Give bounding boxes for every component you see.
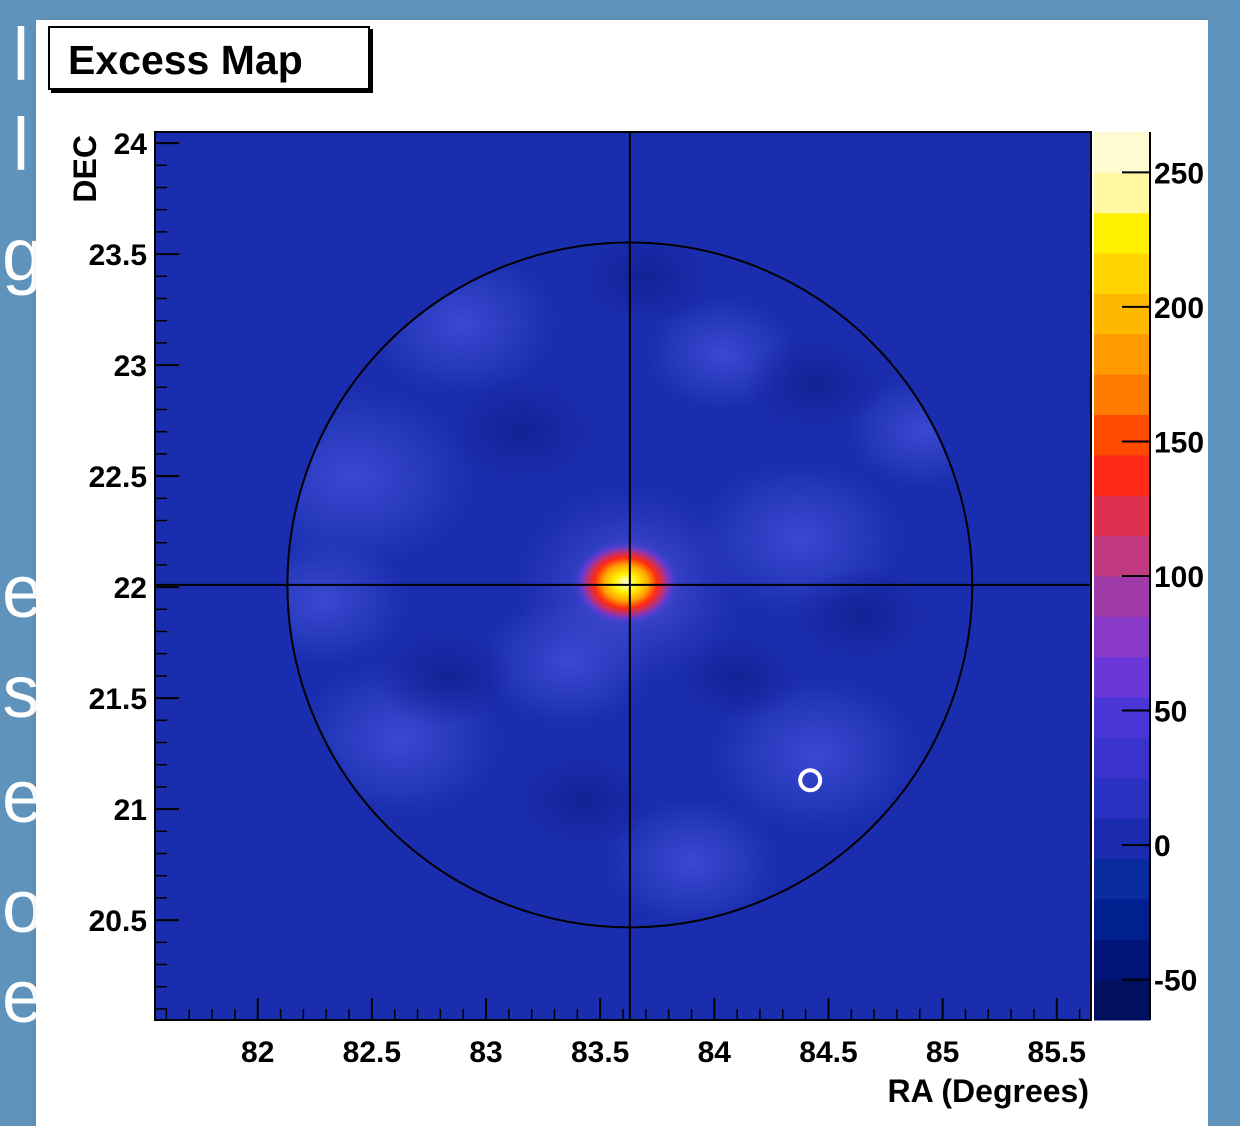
background-letter: s bbox=[2, 650, 40, 733]
y-tick-label: 23.5 bbox=[89, 239, 147, 272]
x-tick-label: 82 bbox=[241, 1036, 274, 1069]
colorbar-segment bbox=[1094, 414, 1150, 456]
y-tick-label: 21 bbox=[114, 794, 147, 827]
colorbar-segment bbox=[1094, 979, 1150, 1021]
y-tick-label: 20.5 bbox=[89, 905, 147, 938]
colorbar-segment bbox=[1094, 939, 1150, 981]
colorbar-segment bbox=[1094, 374, 1150, 416]
colorbar-tick-label: 150 bbox=[1154, 426, 1204, 459]
colorbar-tick-label: -50 bbox=[1154, 965, 1197, 998]
colorbar-segment bbox=[1094, 535, 1150, 577]
heatmap-patch bbox=[515, 752, 653, 849]
slide-background-edge bbox=[1208, 0, 1240, 1126]
x-axis-title: RA (Degrees) bbox=[887, 1073, 1089, 1109]
y-axis-title: DEC bbox=[67, 135, 103, 203]
x-tick-label: 82.5 bbox=[343, 1036, 401, 1069]
colorbar-tick-label: 100 bbox=[1154, 561, 1204, 594]
colorbar-segment bbox=[1094, 898, 1150, 940]
colorbar-tick-label: 250 bbox=[1154, 157, 1204, 190]
colorbar-segment bbox=[1094, 858, 1150, 900]
source-peak bbox=[573, 540, 679, 626]
colorbar-segment bbox=[1094, 253, 1150, 294]
colorbar-tick-label: 50 bbox=[1154, 696, 1187, 729]
colorbar-tick-label: 0 bbox=[1154, 830, 1171, 863]
background-letter: l bbox=[12, 103, 30, 186]
x-tick-label: 84 bbox=[698, 1036, 732, 1069]
colorbar-segment bbox=[1094, 333, 1150, 375]
colorbar-segment bbox=[1094, 293, 1150, 335]
y-tick-label: 24 bbox=[114, 128, 148, 161]
y-tick-label: 22.5 bbox=[89, 461, 147, 494]
heatmap-texture bbox=[287, 242, 973, 927]
colorbar-segment bbox=[1094, 576, 1150, 617]
x-tick-label: 83.5 bbox=[571, 1036, 629, 1069]
colorbar-segment bbox=[1094, 656, 1150, 698]
colorbar-segment bbox=[1094, 818, 1150, 860]
colorbar-segment bbox=[1094, 495, 1150, 537]
colorbar-segment bbox=[1094, 737, 1150, 779]
chart-title: Excess Map bbox=[48, 26, 370, 90]
colorbar-segment bbox=[1094, 454, 1150, 496]
heatmap-patch bbox=[746, 336, 884, 433]
x-tick-label: 83 bbox=[469, 1036, 502, 1069]
colorbar-segment bbox=[1094, 132, 1150, 173]
marker-open-circle bbox=[798, 768, 823, 793]
colorbar-segment bbox=[1094, 697, 1150, 738]
heatmap-patch bbox=[605, 798, 778, 927]
x-tick-label: 85 bbox=[926, 1036, 959, 1069]
heatmap-patch bbox=[446, 378, 598, 484]
x-tick-label: 85.5 bbox=[1028, 1036, 1086, 1069]
heatmap-patch bbox=[287, 536, 408, 665]
colorbar-segment bbox=[1094, 616, 1150, 658]
background-letter: l bbox=[12, 13, 30, 96]
heatmap-patch bbox=[576, 242, 714, 325]
colorbar-segment bbox=[1094, 172, 1150, 214]
y-tick-label: 22 bbox=[114, 572, 147, 605]
heatmap-patch bbox=[376, 629, 514, 726]
colorbar-segment bbox=[1094, 212, 1150, 254]
heatmap-patch bbox=[792, 567, 930, 664]
colorbar-segment bbox=[1094, 777, 1150, 819]
y-tick-label: 23 bbox=[114, 350, 147, 383]
colorbar-tick-label: 200 bbox=[1154, 292, 1204, 325]
x-tick-label: 84.5 bbox=[799, 1036, 857, 1069]
y-tick-label: 21.5 bbox=[89, 683, 147, 716]
